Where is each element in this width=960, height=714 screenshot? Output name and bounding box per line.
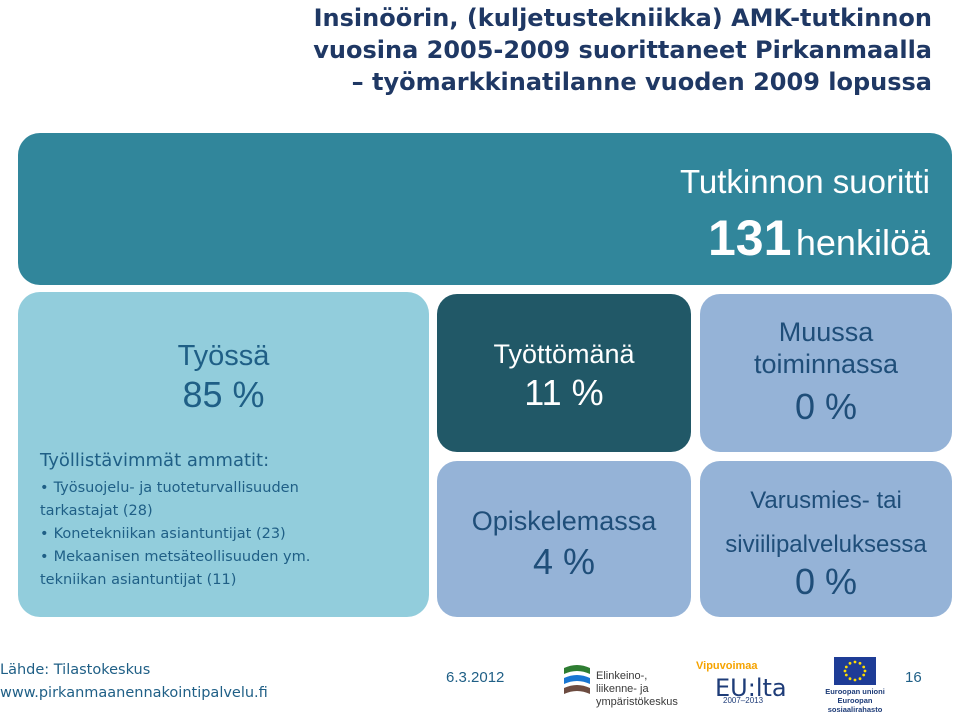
eu-lta-text: EU:lta bbox=[715, 674, 787, 702]
list-item: • Konetekniikan asiantuntijat (23) bbox=[40, 523, 420, 546]
eu-fund-name: Euroopan sosiaalirahasto bbox=[827, 696, 883, 714]
occupation-1-line2: tarkastajat (28) bbox=[40, 503, 153, 519]
title-line-2: vuosina 2005-2009 suorittaneet Pirkanmaa… bbox=[313, 36, 932, 64]
occupation-3-line2: tekniikan asiantuntijat (11) bbox=[40, 572, 237, 588]
vipuvoimaa-text: Vipuvoimaa bbox=[696, 660, 758, 672]
service-label: Varusmies- tai siviilipalveluksessa bbox=[700, 479, 952, 567]
total-label: Tutkinnon suoritti bbox=[679, 163, 930, 200]
employed-percent: 85 % bbox=[182, 374, 265, 415]
total-graduates-box: Tutkinnon suoritti 131 henkilöä bbox=[18, 133, 952, 285]
source-url[interactable]: www.pirkanmaanennakointipalvelu.fi bbox=[0, 685, 268, 701]
service-box: Varusmies- tai siviilipalveluksessa 0 % bbox=[700, 461, 952, 617]
eu-years-text: 2007–2013 bbox=[723, 696, 764, 705]
ely-text: Elinkeino-, liikenne- ja ympäristökeskus bbox=[596, 670, 690, 709]
page-title: Insinöörin, (kuljetustekniikka) AMK-tutk… bbox=[292, 2, 932, 98]
service-percent: 0 % bbox=[794, 561, 858, 602]
studying-label: Opiskelemassa bbox=[471, 506, 657, 536]
eu-union-text: Euroopan unioni bbox=[825, 687, 885, 696]
total-count: 131 henkilöä bbox=[708, 209, 930, 267]
bullet-icon: • bbox=[40, 549, 49, 565]
occupation-2-line1: Konetekniikan asiantuntijat (23) bbox=[53, 526, 286, 542]
footer-date: 6.3.2012 bbox=[446, 669, 505, 686]
bullet-icon: • bbox=[40, 526, 49, 542]
ely-line2: ympäristökeskus bbox=[596, 696, 678, 708]
employed-label: Työssä bbox=[177, 340, 270, 372]
studying-percent: 4 % bbox=[532, 541, 596, 582]
occupation-1-line1: Työsuojelu- ja tuoteturvallisuuden bbox=[53, 480, 299, 496]
title-line-1: Insinöörin, (kuljetustekniikka) AMK-tutk… bbox=[313, 4, 932, 32]
list-item: • Työsuojelu- ja tuoteturvallisuuden tark… bbox=[40, 477, 420, 523]
total-unit: henkilöä bbox=[795, 222, 930, 263]
occupation-3-line1: Mekaanisen metsäteollisuuden ym. bbox=[53, 549, 311, 565]
employed-box: Työssä 85 % Työllistävimmät ammatit: • Ty… bbox=[18, 292, 429, 617]
eu-flag-icon bbox=[834, 657, 876, 685]
total-number: 131 bbox=[708, 210, 792, 266]
source-text: Lähde: Tilastokeskus bbox=[0, 662, 151, 678]
vipuvoimaa-logo: Vipuvoimaa EU:lta 2007–2013 bbox=[693, 660, 793, 705]
eu-social-fund-logo: Euroopan unioni Euroopan sosiaalirahasto bbox=[810, 655, 900, 714]
unemployed-percent: 11 % bbox=[524, 372, 604, 413]
service-label-line2: siviilipalveluksessa bbox=[725, 531, 927, 558]
ely-logo: Elinkeino-, liikenne- ja ympäristökeskus bbox=[560, 660, 690, 708]
ely-line1: Elinkeino-, liikenne- ja bbox=[596, 670, 649, 695]
list-item: • Mekaanisen metsäteollisuuden ym. teknii… bbox=[40, 546, 420, 592]
eu-fund-text: Euroopan unioni Euroopan sosiaalirahasto bbox=[810, 687, 900, 714]
footer-source: Lähde: Tilastokeskus www.pirkanmaanennak… bbox=[0, 659, 268, 705]
other-label: Muussa toiminnassa bbox=[700, 316, 952, 380]
service-label-line1: Varusmies- tai bbox=[750, 487, 902, 514]
title-line-3: – työmarkkinatilanne vuoden 2009 lopussa bbox=[351, 68, 932, 96]
unemployed-box: Työttömänä 11 % bbox=[437, 294, 691, 452]
other-label-line2: toiminnassa bbox=[753, 349, 899, 379]
unemployed-label: Työttömänä bbox=[493, 339, 635, 369]
bullet-icon: • bbox=[40, 480, 49, 496]
other-percent: 0 % bbox=[794, 386, 858, 427]
occupations-list: Työllistävimmät ammatit: • Työsuojelu- ja… bbox=[40, 450, 420, 592]
page-number: 16 bbox=[905, 669, 922, 686]
occupations-heading: Työllistävimmät ammatit: bbox=[40, 450, 270, 471]
ely-emblem-icon bbox=[564, 665, 590, 694]
other-activity-box: Muussa toiminnassa 0 % bbox=[700, 294, 952, 452]
studying-box: Opiskelemassa 4 % bbox=[437, 461, 691, 617]
other-label-line1: Muussa bbox=[778, 317, 874, 347]
